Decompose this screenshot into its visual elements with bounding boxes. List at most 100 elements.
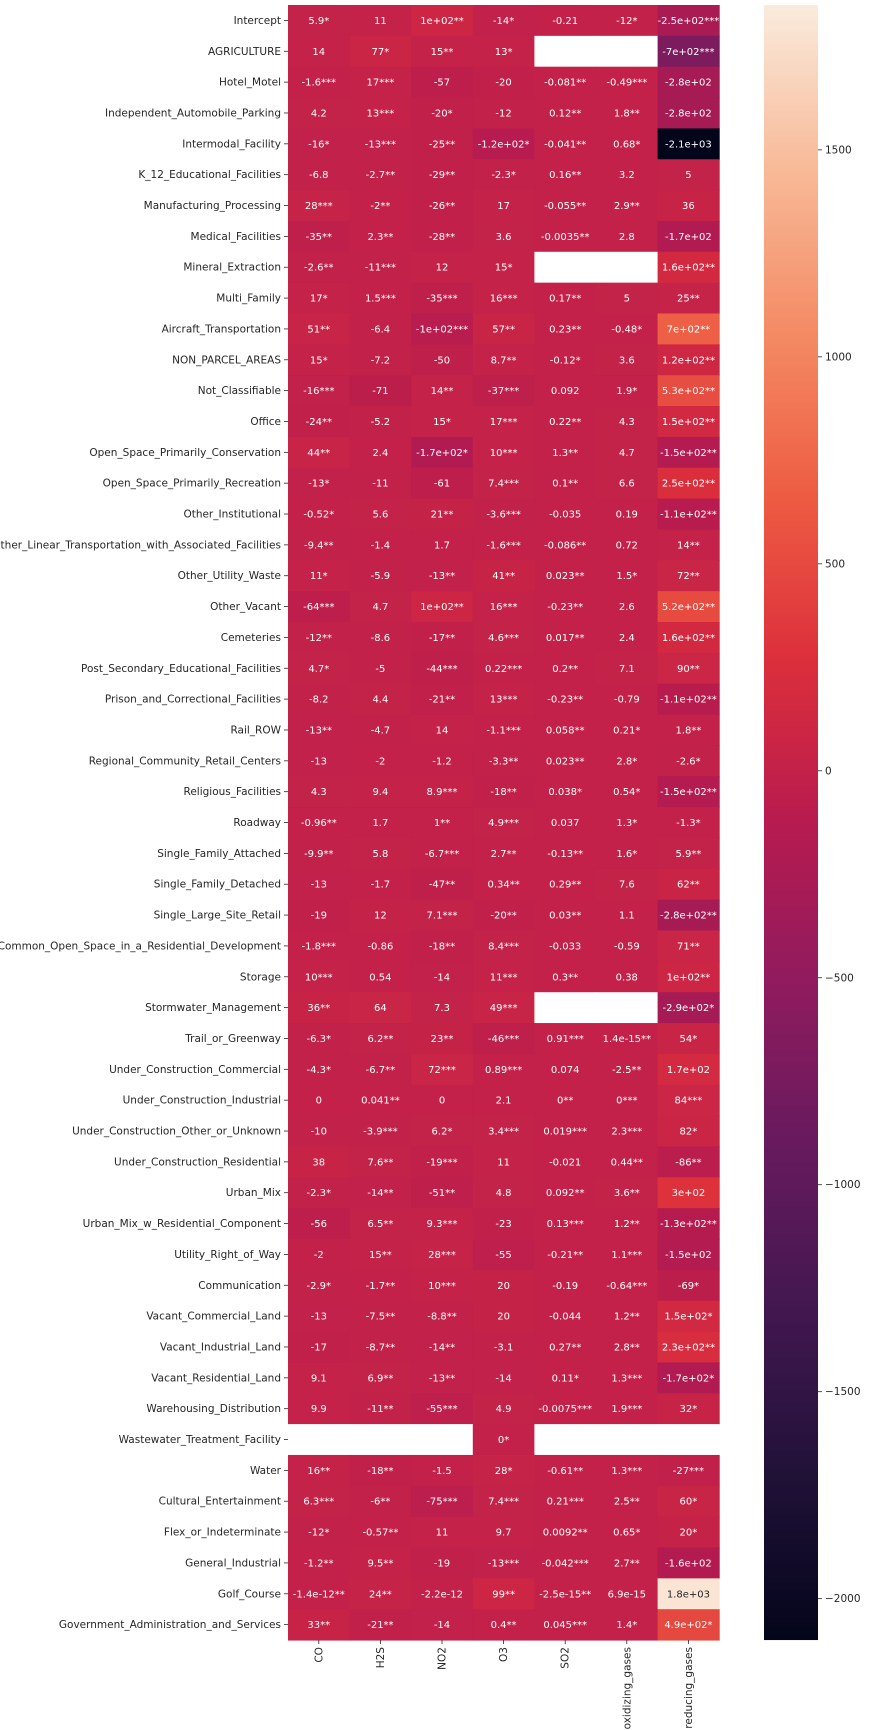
- cell-annotation: 6.2**: [367, 1034, 393, 1045]
- cell-annotation: -20*: [431, 108, 452, 119]
- heatmap-cell: [657, 1239, 720, 1271]
- heatmap-cell: [657, 868, 720, 901]
- heatmap-cell: [349, 375, 412, 407]
- cell-annotation: -29**: [429, 170, 455, 181]
- heatmap-cell: [596, 251, 659, 284]
- heatmap-cell: [534, 190, 597, 222]
- heatmap-cell: [472, 128, 535, 160]
- cell-annotation: -0.12*: [550, 355, 581, 366]
- heatmap-cell: [288, 467, 351, 500]
- heatmap-cell: [534, 1269, 597, 1302]
- heatmap-cell: [657, 1485, 720, 1518]
- heatmap-cell: [596, 745, 659, 777]
- cell-annotation: 0.017**: [546, 633, 585, 644]
- heatmap-cell: [596, 1393, 659, 1425]
- heatmap-cell: [349, 560, 412, 592]
- heatmap-cell: [657, 1300, 720, 1333]
- heatmap-cell: [657, 1053, 720, 1086]
- cell-annotation: -3.3**: [489, 756, 519, 767]
- cell-annotation: -3.6***: [486, 510, 521, 521]
- heatmap-cell: [534, 560, 597, 592]
- cell-annotation: 5: [624, 294, 630, 305]
- row-label: Utility_Right_of_Way: [174, 1249, 281, 1261]
- heatmap-cell: [411, 560, 474, 592]
- heatmap-cell: [411, 1300, 474, 1333]
- cell-annotation: -11**: [367, 1404, 393, 1415]
- cell-annotation: -1.5e+02**: [660, 448, 717, 459]
- cell-annotation: 2.8: [619, 232, 635, 243]
- row-label: Post_Secondary_Educational_Facilities: [81, 663, 281, 675]
- cell-annotation: -20**: [490, 911, 516, 922]
- heatmap-cell: [349, 1023, 412, 1055]
- cell-annotation: -2.3*: [307, 1188, 332, 1199]
- heatmap-cell: [411, 406, 474, 438]
- cell-annotation: 0.038*: [548, 787, 582, 798]
- heatmap-cell: [288, 1177, 351, 1209]
- cell-annotation: 7.3: [434, 1003, 450, 1014]
- cell-annotation: -27***: [673, 1466, 704, 1477]
- cell-annotation: 0.092**: [546, 1188, 585, 1199]
- cell-annotation: -0.041**: [544, 139, 586, 150]
- heatmap-cell: [657, 1115, 720, 1147]
- cell-annotation: -17: [311, 1342, 327, 1353]
- heatmap-cell: [288, 128, 351, 160]
- cell-annotation: -75***: [426, 1497, 457, 1508]
- cell-annotation: 38: [312, 1157, 325, 1168]
- cell-annotation: 0.03**: [549, 911, 581, 922]
- cell-annotation: 64: [374, 1003, 387, 1014]
- heatmap-cell: [657, 714, 720, 746]
- cell-annotation: 0.092: [551, 386, 580, 397]
- heatmap-cell: [411, 282, 474, 314]
- heatmap-cell: [349, 1269, 412, 1302]
- heatmap-cell: [657, 159, 720, 191]
- cell-annotation: -4.3*: [307, 1065, 332, 1076]
- cell-annotation: -0.055**: [544, 201, 586, 212]
- heatmap-cell: [411, 714, 474, 746]
- cell-annotation: -2.9*: [307, 1281, 332, 1292]
- cell-annotation: -19: [311, 911, 327, 922]
- cell-annotation: 9.4: [372, 787, 388, 798]
- heatmap-cell: [288, 652, 351, 685]
- cell-annotation: 28***: [428, 1250, 456, 1261]
- heatmap-cell: [596, 622, 659, 654]
- cell-annotation: 16**: [307, 1466, 330, 1477]
- heatmap-cell: [596, 159, 659, 191]
- heatmap-cell: [411, 97, 474, 129]
- heatmap-cell: [472, 1146, 535, 1178]
- heatmap-cell: [349, 159, 412, 191]
- cell-annotation: 1.7: [434, 540, 450, 551]
- heatmap-cell: [657, 97, 720, 129]
- heatmap-cell: [534, 529, 597, 561]
- row-label: Mineral_Extraction: [183, 262, 281, 274]
- cell-annotation: 5.2e+02**: [662, 602, 715, 613]
- heatmap-cell: [288, 745, 351, 777]
- cell-annotation: 1.9***: [611, 1404, 642, 1415]
- cell-annotation: 14: [312, 47, 325, 58]
- row-label: NON_PARCEL_AREAS: [172, 354, 281, 366]
- row-label: K_12_Educational_Facilities: [138, 169, 281, 181]
- heatmap-cell: [534, 5, 597, 37]
- cell-annotation: 0.023**: [546, 571, 585, 582]
- cell-annotation: -26**: [429, 201, 455, 212]
- heatmap-cell: [411, 1485, 474, 1518]
- heatmap-cell: [411, 66, 474, 99]
- cell-annotation: -13***: [488, 1558, 519, 1569]
- row-label: Independent_Automobile_Parking: [105, 107, 281, 119]
- heatmap-cell: [411, 1023, 474, 1055]
- row-label: AGRICULTURE: [208, 46, 281, 58]
- heatmap-cell: [472, 1177, 535, 1209]
- cell-annotation: 2.1: [496, 1096, 512, 1107]
- cell-annotation: 1.6e+02**: [662, 263, 715, 274]
- cell-annotation: 7.4***: [488, 1497, 519, 1508]
- heatmap-cell: [411, 1269, 474, 1302]
- cell-annotation: 1.1***: [611, 1250, 642, 1261]
- cell-annotation: -0.86: [367, 941, 393, 952]
- cell-annotation: -0.52*: [303, 510, 334, 521]
- cell-annotation: 4.7: [619, 448, 635, 459]
- cell-annotation: 2.7**: [614, 1558, 640, 1569]
- heatmap-cell: [657, 1146, 720, 1178]
- heatmap-cell: [349, 436, 412, 469]
- row-label: Intercept: [234, 15, 281, 27]
- cell-annotation: 11: [374, 16, 387, 27]
- heatmap-cell: [349, 1084, 412, 1117]
